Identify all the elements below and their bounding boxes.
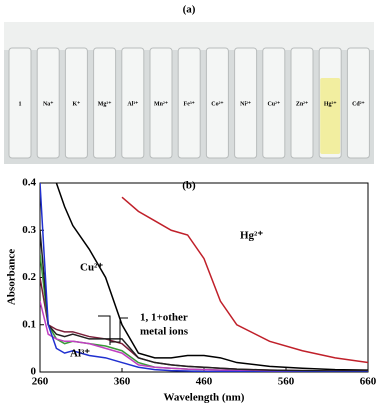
vial-label: 1 [19, 101, 22, 107]
vial [290, 47, 314, 159]
data-line [40, 183, 368, 372]
data-line [121, 196, 368, 364]
vial-label: Hg²⁺ [324, 100, 337, 107]
vial [177, 47, 201, 159]
annotation: Hg²⁺ [240, 230, 263, 242]
x-tick-label: 660 [360, 376, 377, 388]
chart-title: (b) [182, 180, 196, 192]
vial-label: Zn²⁺ [296, 100, 308, 107]
photo-top [4, 22, 374, 50]
vial [262, 47, 286, 159]
vial [36, 47, 60, 159]
vial-label: Mg²⁺ [98, 100, 112, 107]
data-line [55, 183, 368, 371]
y-tick-label: 0 [31, 366, 37, 378]
vial [93, 47, 117, 159]
vial-label: Cu²⁺ [267, 100, 280, 107]
y-tick-label: 0.1 [22, 318, 36, 330]
vial [8, 47, 32, 159]
y-tick-label: 0.2 [22, 271, 36, 283]
vial-label: Ni²⁺ [240, 100, 251, 107]
vial-label: Al³⁺ [127, 100, 138, 107]
vial-label: Co²⁺ [211, 100, 223, 107]
vial-label: Fe³⁺ [184, 100, 195, 107]
annotation-bracket [110, 317, 128, 343]
y-tick-label: 0.3 [22, 224, 36, 236]
vial [205, 47, 229, 159]
annotation: metal ions [140, 326, 189, 338]
y-tick-label: 0.4 [22, 177, 36, 189]
vial [64, 47, 88, 159]
vial [149, 47, 173, 159]
vial-label: Cd²⁺ [352, 100, 365, 107]
annotation: Cu²⁺ [80, 262, 103, 274]
vial-label: Mn²⁺ [154, 100, 168, 107]
x-tick-label: 460 [196, 376, 213, 388]
vial [121, 47, 145, 159]
annotation-bracket [98, 315, 111, 345]
x-tick-label: 560 [278, 376, 295, 388]
vial-label: Na⁺ [43, 100, 54, 107]
x-tick-label: 360 [114, 376, 131, 388]
vial [234, 47, 258, 159]
vial-label: K⁺ [72, 100, 80, 107]
y-axis-label: Absorbance [6, 249, 18, 305]
x-axis-label: Wavelength (nm) [164, 392, 245, 404]
annotation: Al³⁺ [70, 348, 90, 360]
data-line [40, 230, 368, 372]
vial-solution [320, 78, 341, 154]
data-line [40, 300, 368, 372]
annotation: 1, 1+other [140, 312, 188, 324]
x-tick-label: 260 [32, 376, 49, 388]
panel-label: (a) [183, 4, 196, 16]
vial [346, 47, 370, 159]
